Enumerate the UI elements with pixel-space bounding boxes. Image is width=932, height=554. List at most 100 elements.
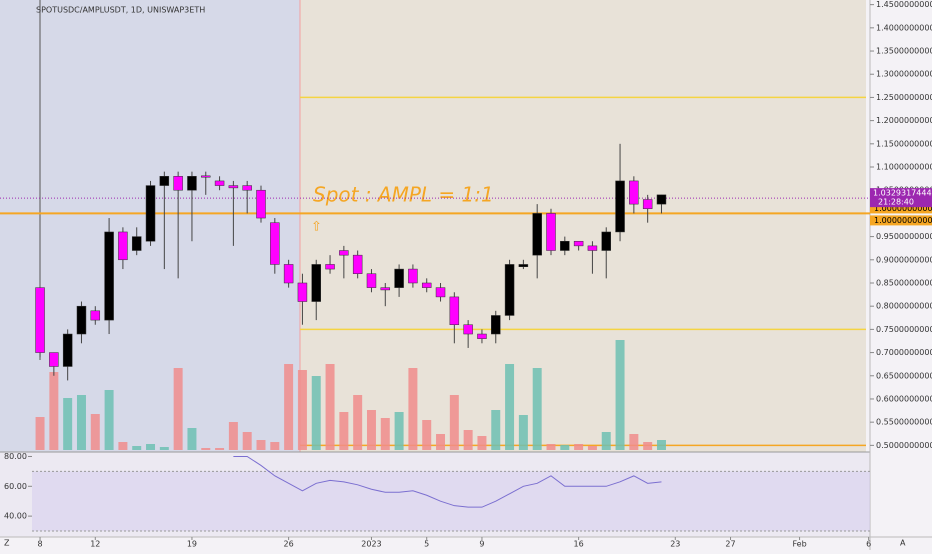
candle-body bbox=[62, 333, 73, 367]
candle-body bbox=[35, 287, 45, 353]
x-tick-label: 27 bbox=[725, 540, 735, 549]
volume-bar bbox=[546, 444, 556, 450]
candle-body bbox=[228, 185, 239, 189]
level-label: 1.0000000000 bbox=[874, 204, 932, 213]
candle-body bbox=[173, 176, 183, 191]
candle-body bbox=[642, 199, 653, 210]
candle-body bbox=[49, 352, 59, 367]
candle-body bbox=[573, 240, 584, 247]
volume-bar bbox=[132, 446, 142, 450]
candle-body bbox=[587, 245, 598, 251]
volume-bar bbox=[215, 448, 225, 450]
y-tick-label: 1.2000000000 bbox=[876, 116, 932, 125]
candle-body bbox=[187, 176, 197, 191]
x-tick-label: 2023 bbox=[361, 540, 381, 549]
candle-body bbox=[118, 231, 128, 261]
volume-bar bbox=[422, 420, 432, 450]
y-tick-label: 0.8500000000 bbox=[876, 278, 932, 287]
volume-bar bbox=[574, 444, 584, 450]
candle-body bbox=[656, 194, 667, 205]
rsi-line bbox=[233, 455, 662, 508]
volume-bar bbox=[256, 440, 266, 450]
volume-bar bbox=[284, 364, 294, 450]
volume-bar bbox=[146, 444, 156, 450]
volume-bar bbox=[656, 440, 666, 450]
volume-bar bbox=[587, 446, 597, 450]
volume-bar bbox=[463, 430, 473, 450]
candle-body bbox=[339, 250, 349, 256]
candle-body bbox=[256, 189, 266, 219]
volume-bar bbox=[90, 414, 100, 450]
candle-body bbox=[421, 282, 432, 288]
chart-title: SPOTUSDC/AMPLUSDT, 1D, UNISWAP3ETH bbox=[36, 6, 205, 15]
corner: A bbox=[900, 539, 906, 548]
x-tick-label: Feb bbox=[792, 540, 806, 549]
y-tick-label: 1.4500000000 bbox=[876, 0, 932, 9]
level-label: 1.0000000000 bbox=[874, 216, 932, 225]
y-tick-label: 1.4000000000 bbox=[876, 23, 932, 32]
candle-body bbox=[145, 185, 156, 242]
y-tick-label: 0.7000000000 bbox=[876, 348, 932, 357]
volume-bar bbox=[187, 428, 197, 450]
candle-body bbox=[394, 268, 404, 288]
rsi-tick-label: 80.00 bbox=[4, 452, 27, 461]
volume-bar bbox=[311, 376, 321, 450]
candle-body bbox=[90, 310, 101, 321]
y-tick-label: 1.3500000000 bbox=[876, 47, 932, 56]
candle-body bbox=[601, 231, 611, 251]
volume-bar bbox=[518, 415, 528, 450]
candle-body bbox=[518, 264, 529, 268]
volume-bar bbox=[408, 368, 418, 450]
volume-bar bbox=[159, 447, 169, 450]
x-tick-label: 6 bbox=[866, 540, 871, 549]
y-tick-label: 0.6000000000 bbox=[876, 394, 932, 403]
volume-bar bbox=[380, 418, 390, 450]
candle-body bbox=[325, 264, 335, 270]
candle-body bbox=[408, 268, 418, 284]
candle-body bbox=[477, 333, 487, 339]
candle-body bbox=[283, 264, 294, 284]
candle-body bbox=[104, 231, 114, 321]
rsi-band bbox=[32, 471, 870, 532]
volume-bar bbox=[173, 368, 183, 450]
volume-bar bbox=[270, 442, 280, 450]
x-tick-label: 16 bbox=[574, 540, 584, 549]
volume-bar bbox=[491, 410, 501, 450]
last-price-label: 1.0329317444 bbox=[873, 189, 932, 198]
last-price-tag bbox=[870, 188, 932, 208]
volume-bar bbox=[436, 434, 446, 450]
candle-body bbox=[270, 222, 280, 265]
candle-body bbox=[311, 264, 321, 302]
y-tick-label: 0.8000000000 bbox=[876, 302, 932, 311]
volume-bar bbox=[477, 436, 487, 450]
arrow-icon: ⇧ bbox=[311, 220, 322, 235]
volume-bar bbox=[118, 442, 128, 450]
volume-bar bbox=[449, 395, 459, 450]
level-tag bbox=[870, 215, 932, 226]
y-tick-label: 0.5000000000 bbox=[876, 441, 932, 450]
candle-body bbox=[352, 254, 363, 274]
volume-bar bbox=[629, 434, 639, 450]
candle-body bbox=[491, 315, 501, 335]
x-tick-label: 9 bbox=[479, 540, 484, 549]
volume-bar bbox=[228, 422, 238, 450]
x-tick-label: 12 bbox=[90, 540, 100, 549]
volume-bar bbox=[532, 368, 542, 450]
volume-bar bbox=[201, 448, 211, 450]
countdown: 21:28:40 bbox=[878, 198, 914, 207]
y-tick-label: 0.6500000000 bbox=[876, 371, 932, 380]
candle-body bbox=[242, 185, 252, 191]
volume-bar bbox=[643, 442, 653, 450]
candle-body bbox=[546, 213, 556, 251]
candle-body bbox=[214, 180, 225, 186]
candle-body bbox=[76, 305, 87, 335]
x-tick-label: 19 bbox=[187, 540, 197, 549]
volume-bar bbox=[505, 364, 515, 450]
volume-bar bbox=[339, 412, 349, 450]
x-tick-label: 5 bbox=[424, 540, 429, 549]
volume-bar bbox=[325, 364, 335, 450]
y-tick-label: 1.3000000000 bbox=[876, 70, 932, 79]
right-shade bbox=[300, 0, 866, 452]
candle-body bbox=[366, 273, 377, 288]
